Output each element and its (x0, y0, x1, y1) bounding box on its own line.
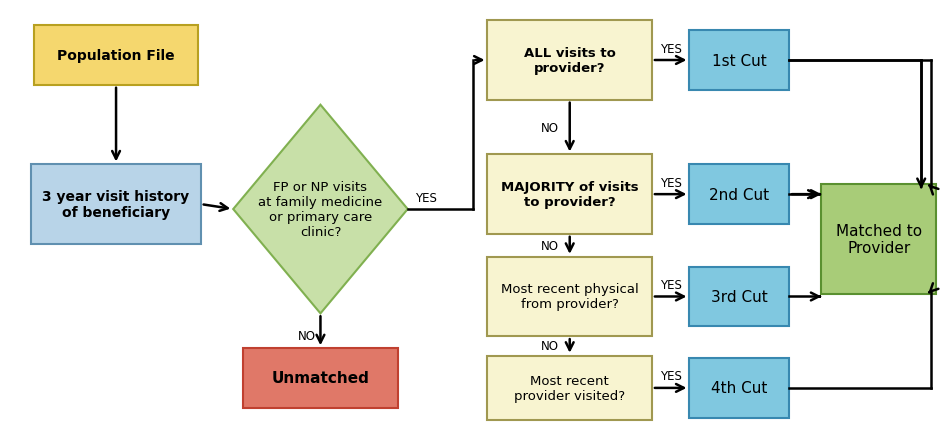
Text: NO: NO (541, 340, 559, 352)
Text: 2nd Cut: 2nd Cut (709, 187, 769, 202)
Text: MAJORITY of visits
to provider?: MAJORITY of visits to provider? (501, 181, 638, 209)
Text: FP or NP visits
at family medicine
or primary care
clinic?: FP or NP visits at family medicine or pr… (259, 181, 382, 239)
FancyBboxPatch shape (488, 356, 652, 420)
Text: YES: YES (660, 43, 682, 56)
FancyBboxPatch shape (689, 165, 789, 224)
Text: Unmatched: Unmatched (272, 371, 369, 385)
FancyBboxPatch shape (488, 21, 652, 101)
FancyBboxPatch shape (243, 349, 398, 408)
Text: Most recent
provider visited?: Most recent provider visited? (514, 374, 626, 402)
Text: 1st Cut: 1st Cut (712, 53, 767, 68)
Text: ALL visits to
provider?: ALL visits to provider? (524, 47, 615, 75)
Text: 4th Cut: 4th Cut (711, 381, 767, 395)
Text: NO: NO (541, 121, 559, 134)
FancyBboxPatch shape (488, 257, 652, 336)
Text: YES: YES (660, 370, 682, 383)
FancyBboxPatch shape (34, 26, 199, 85)
FancyBboxPatch shape (689, 31, 789, 91)
Text: 3rd Cut: 3rd Cut (710, 289, 767, 304)
Text: NO: NO (298, 329, 316, 342)
FancyBboxPatch shape (689, 358, 789, 418)
FancyBboxPatch shape (31, 165, 201, 244)
Text: YES: YES (660, 176, 682, 189)
Text: Most recent physical
from provider?: Most recent physical from provider? (501, 283, 639, 311)
Polygon shape (233, 105, 408, 314)
FancyBboxPatch shape (488, 155, 652, 234)
FancyBboxPatch shape (689, 267, 789, 326)
FancyBboxPatch shape (822, 185, 936, 294)
Text: YES: YES (415, 191, 437, 204)
Text: 3 year visit history
of beneficiary: 3 year visit history of beneficiary (43, 190, 189, 220)
Text: Matched to
Provider: Matched to Provider (836, 223, 922, 256)
Text: Population File: Population File (57, 49, 175, 63)
Text: NO: NO (541, 239, 559, 252)
Text: YES: YES (660, 279, 682, 291)
